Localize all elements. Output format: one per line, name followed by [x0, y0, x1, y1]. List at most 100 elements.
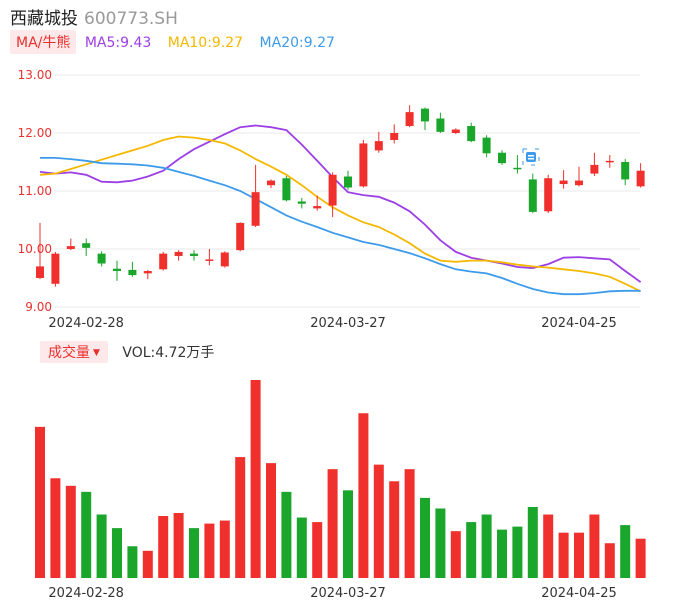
volume-bar: [173, 513, 184, 578]
volume-bar: [420, 497, 430, 578]
candle: [344, 170, 352, 190]
volume-bar: [266, 463, 276, 578]
volume-bar: [281, 491, 292, 578]
candle: [405, 105, 414, 128]
volume-value: VOL:4.72万手: [122, 345, 215, 361]
date-axis: 2024-02-28 2024-02-28 2024-03-27 2024-03-27…: [48, 316, 616, 601]
volume-bar: [512, 526, 523, 578]
volume-bar: [250, 380, 261, 578]
candle: [251, 164, 260, 227]
candle: [482, 135, 491, 158]
volume-bar: [50, 478, 61, 578]
candle: [605, 155, 614, 168]
volume-bar: [574, 532, 584, 578]
volume-bar: [435, 508, 446, 578]
candle: [128, 261, 137, 277]
candle: [636, 163, 645, 188]
caret-down-icon: ▼: [93, 348, 100, 358]
candle: [390, 124, 399, 144]
chip-marker-icon[interactable]: [522, 148, 540, 166]
volume-bar: [558, 532, 569, 578]
volume-bar: [35, 426, 45, 578]
volume-bar: [112, 528, 122, 578]
candle: [374, 131, 383, 153]
volume-bar: [96, 514, 107, 578]
ma10-line: [39, 135, 641, 293]
candle: [159, 251, 168, 271]
volume-bar: [604, 543, 615, 578]
volume-bar: [142, 550, 153, 578]
volume-bar: [65, 485, 76, 578]
candle: [575, 166, 583, 187]
price-axis: 13.00 12.00 11.00 10.00 9.00: [18, 68, 52, 314]
ma-indicator-button[interactable]: MA/牛熊: [10, 30, 77, 54]
volume-bar: [481, 514, 492, 578]
volume-bar: [635, 538, 646, 578]
x-tick-label: 2024-02-28: [48, 586, 124, 601]
candle: [513, 155, 522, 174]
volume-bar: [343, 490, 353, 578]
candlesticks: [36, 105, 645, 287]
y-tick-label: 13.00: [18, 68, 52, 82]
candle: [282, 175, 291, 202]
candle: [174, 250, 183, 261]
volume-legend: 成交量 ▼ VOL:4.72万手: [40, 341, 214, 363]
volume-indicator-button[interactable]: 成交量 ▼: [40, 341, 108, 363]
volume-bar: [358, 413, 369, 578]
candle: [436, 112, 445, 133]
candle: [359, 139, 368, 188]
candle: [220, 251, 229, 268]
candle: [36, 222, 44, 280]
volume-bar: [127, 546, 138, 578]
volume-bar: [219, 520, 230, 578]
y-tick-label: 9.00: [25, 300, 52, 314]
candle: [621, 159, 630, 186]
volume-bar: [620, 525, 631, 578]
x-tick-label: 2024-03-27: [310, 316, 386, 331]
volume-bar: [466, 522, 477, 578]
volume-bar: [389, 481, 400, 578]
candle: [82, 238, 91, 256]
candle: [313, 195, 322, 211]
volume-bar: [189, 528, 199, 578]
volume-bar: [158, 516, 169, 578]
candle: [328, 172, 337, 218]
ma-lines: [39, 124, 642, 296]
y-tick-label: 12.00: [18, 126, 52, 140]
volume-bar: [81, 491, 92, 578]
stock-code: 600773.SH: [84, 9, 178, 29]
candle: [451, 128, 460, 135]
volume-bar: [235, 457, 246, 578]
volume-bar: [497, 529, 507, 578]
volume-bar: [404, 469, 415, 578]
ma-legend: MA/牛熊 MA5:9.43 MA10:9.27 MA20:9.27: [10, 30, 347, 54]
volume-bar: [204, 523, 215, 578]
volume-bar: [527, 506, 538, 578]
candle: [97, 251, 106, 267]
candle: [421, 107, 429, 131]
candle: [297, 197, 306, 209]
volume-bar: [327, 469, 338, 578]
y-tick-label: 10.00: [18, 242, 52, 256]
candle: [236, 222, 245, 252]
x-tick-label: 2024-04-25: [541, 316, 617, 331]
volume-bar: [312, 522, 323, 578]
y-tick-label: 11.00: [18, 184, 52, 198]
ma10-label: MA10:9.27: [167, 35, 244, 51]
stock-title: 西藏城投 600773.SH: [10, 4, 178, 29]
volume-bar: [373, 464, 384, 578]
candle: [51, 251, 60, 287]
volume-bars: [35, 380, 646, 578]
ma5-label: MA5:9.43: [84, 35, 152, 51]
x-tick-label: 2024-04-25: [541, 586, 617, 601]
volume-bar: [450, 531, 461, 578]
candle: [559, 170, 568, 189]
candle: [267, 179, 275, 189]
volume-bar: [296, 517, 307, 578]
candle: [528, 173, 537, 214]
candle: [590, 152, 599, 176]
candle: [544, 174, 553, 214]
volume-bar: [589, 514, 600, 578]
candle: [113, 260, 121, 281]
